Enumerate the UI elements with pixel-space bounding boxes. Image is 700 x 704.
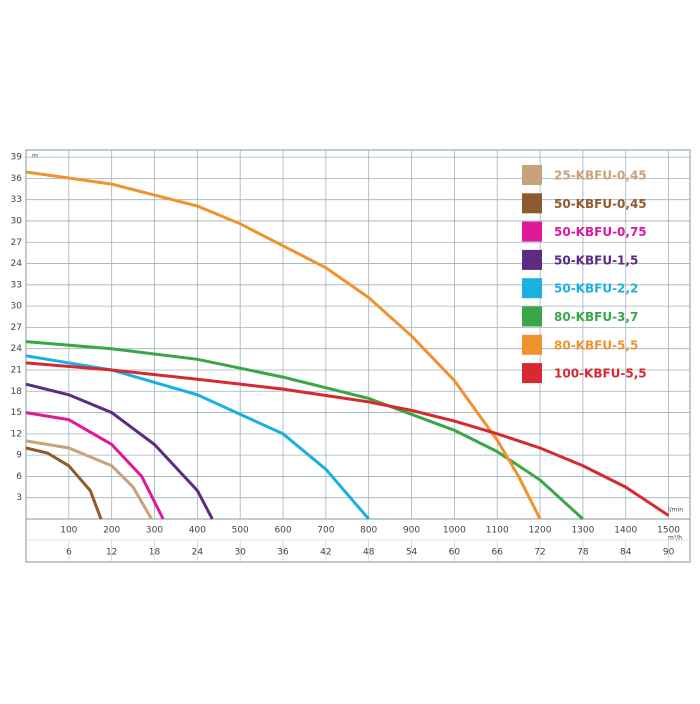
x-tick-label: 100 (60, 526, 77, 536)
x-tick-label: 1500 (657, 526, 680, 536)
legend-swatch (522, 334, 542, 355)
y-tick-label: 36 (11, 174, 23, 184)
legend-label: 50-KBFU-0,45 (554, 197, 647, 211)
y-tick-label: 27 (11, 238, 22, 248)
curve (25, 446, 103, 520)
x-tick-label: 200 (103, 526, 120, 536)
x-tick-label: 500 (232, 526, 249, 536)
plot-frame (25, 149, 691, 563)
legend-swatch (522, 363, 542, 384)
y-tick-label: 33 (11, 280, 22, 290)
y-tick-label: 18 (11, 387, 23, 397)
legend-label: 50-KBFU-2,2 (554, 282, 638, 296)
x-tick-label: 600 (274, 526, 291, 536)
y-tick-label: 39 (11, 153, 23, 163)
legend-swatch (522, 249, 542, 270)
y-tick-label: 15 (11, 408, 22, 418)
x-tick-label: 900 (403, 526, 420, 536)
legend-swatch (522, 278, 542, 299)
x2-unit: m³/h (668, 535, 682, 542)
x-tick-label: 300 (146, 526, 163, 536)
y-tick-label: 9 (16, 451, 22, 461)
legend-label: 25-KBFU-0,45 (554, 169, 647, 183)
y-tick-label: 6 (16, 472, 22, 482)
legend-swatch (522, 193, 542, 214)
curve (25, 170, 542, 520)
y-tick-label: 21 (11, 365, 22, 375)
legend-swatch (522, 221, 542, 242)
curve (25, 439, 153, 520)
legend-label: 80-KBFU-5,5 (554, 338, 638, 352)
y-tick-label: 3 (16, 493, 22, 503)
x-tick-label: 1400 (614, 526, 637, 536)
x-tick-label: 1300 (571, 526, 594, 536)
legend-label: 50-KBFU-0,75 (554, 225, 647, 239)
x-tick-label: 1200 (529, 526, 552, 536)
y-tick-label: 12 (11, 429, 22, 439)
x-tick-label: 1100 (486, 526, 509, 536)
y-tick-label: 24 (11, 259, 23, 269)
curve (25, 340, 584, 521)
legend-label: 50-KBFU-1,5 (554, 253, 638, 267)
y-tick-label: 33 (11, 195, 22, 205)
x-tick-label: 800 (360, 526, 377, 536)
x-tick-label: 400 (189, 526, 206, 536)
curve (25, 361, 670, 517)
y-tick-label: 30 (11, 302, 23, 312)
curve (25, 382, 214, 520)
y-tick-label: 27 (11, 323, 22, 333)
curve (25, 411, 165, 520)
legend-swatch (522, 306, 542, 327)
y-unit: m (32, 153, 38, 160)
legend-swatch (522, 165, 542, 185)
x-unit: l/min (668, 507, 683, 514)
x-tick-label: 700 (317, 526, 334, 536)
y-tick-label: 24 (11, 344, 23, 354)
legend-label: 80-KBFU-3,7 (554, 310, 638, 324)
y-tick-label: 30 (11, 216, 23, 226)
x-tick-label: 1000 (443, 526, 466, 536)
legend-label: 100-KBFU-5,5 (554, 367, 647, 381)
